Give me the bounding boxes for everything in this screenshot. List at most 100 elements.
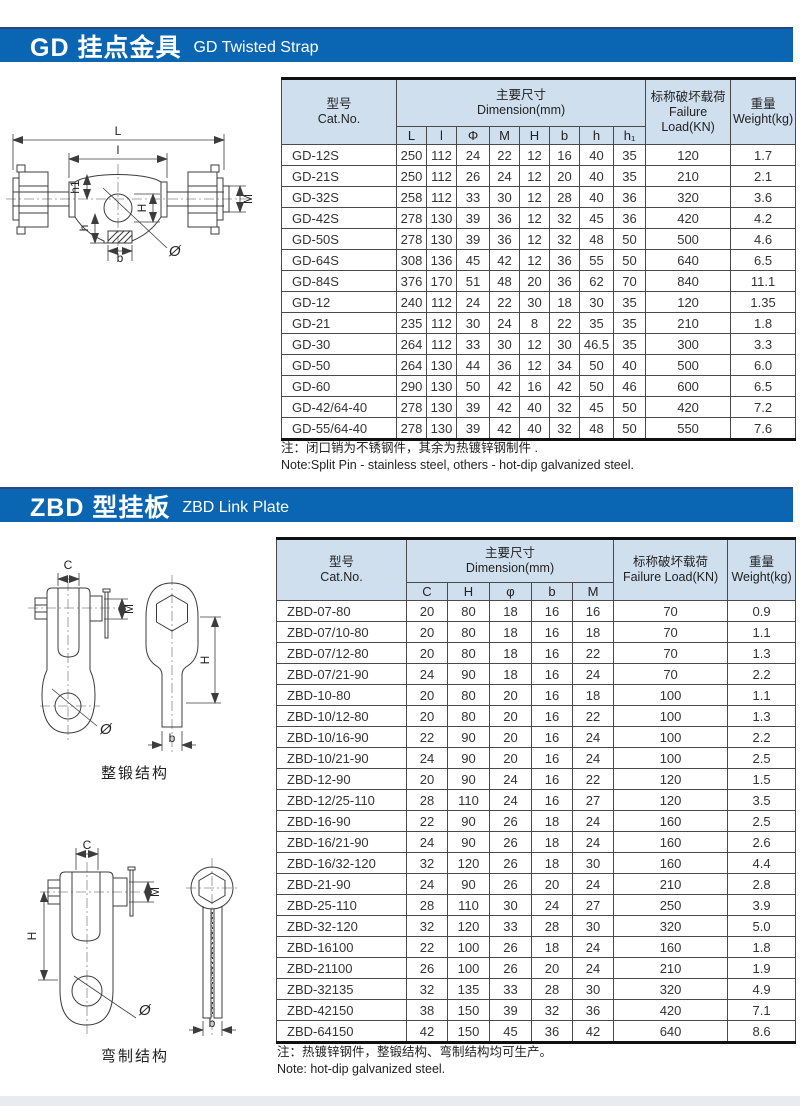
value-cell: 160 [613, 852, 729, 874]
table-row: GD-42/64-40 278 130 39 42 40 32 45 50 420 7.2 [281, 396, 797, 418]
value-cell: 6.5 [730, 375, 797, 397]
table-row: ZBD-10-80 20 80 20 16 18 100 1.1 [276, 684, 797, 706]
value-cell: 130 [426, 228, 457, 250]
value-cell: 26 [456, 165, 490, 187]
model-cell: ZBD-42150 [276, 999, 407, 1021]
value-cell: 250 [613, 894, 729, 916]
model-cell: ZBD-07/21-90 [276, 663, 407, 685]
table-row: ZBD-12/25-110 28 110 24 16 27 120 3.5 [276, 789, 797, 811]
value-cell: 112 [426, 144, 457, 166]
zbd-subcol: C [406, 582, 448, 601]
value-cell: 18 [531, 936, 573, 958]
zbd-title-en: ZBD Link Plate [182, 498, 290, 516]
value-cell: 70 [613, 642, 729, 664]
zbd2-dim-C: C [83, 840, 92, 852]
value-cell: 24 [406, 831, 448, 853]
table-row: ZBD-21-90 24 90 26 20 24 210 2.8 [276, 873, 797, 895]
model-cell: ZBD-07-80 [276, 600, 407, 622]
value-cell: 16 [531, 684, 573, 706]
value-cell: 1.1 [727, 621, 797, 643]
value-cell: 250 [396, 165, 427, 187]
value-cell: 110 [447, 789, 490, 811]
value-cell: 640 [613, 1020, 729, 1043]
value-cell: 36 [531, 1020, 573, 1043]
value-cell: 16 [531, 621, 573, 643]
gd-dim-h: h [77, 225, 91, 232]
gd-note: 注：闭口销为不锈钢件，其余为热镀锌钢制件 . Note:Split Pin - … [281, 440, 634, 474]
model-cell: ZBD-10/16-90 [276, 726, 407, 748]
table-row: ZBD-64150 42 150 45 36 42 640 8.6 [276, 1020, 797, 1043]
value-cell: 24 [456, 144, 490, 166]
zbd-forged-caption: 整锻结构 [100, 765, 169, 782]
gd-dim-phi: Ø [168, 243, 182, 260]
value-cell: 45 [579, 396, 614, 418]
value-cell: 70 [613, 621, 729, 643]
value-cell: 36 [489, 207, 520, 229]
table-row: GD-50 264 130 44 36 12 34 50 40 500 6.0 [281, 354, 797, 376]
value-cell: 16 [531, 768, 573, 790]
value-cell: 100 [447, 957, 490, 979]
table-row: GD-21S 250 112 26 24 12 20 40 35 210 2.1 [281, 165, 797, 187]
value-cell: 32 [531, 999, 573, 1021]
value-cell: 22 [406, 726, 448, 748]
zbd-subcol: H [447, 582, 490, 601]
value-cell: 420 [645, 396, 732, 418]
value-cell: 136 [426, 249, 457, 271]
value-cell: 51 [456, 270, 490, 292]
value-cell: 112 [426, 333, 457, 355]
value-cell: 24 [571, 663, 615, 685]
value-cell: 130 [426, 396, 457, 418]
model-cell: GD-55/64-40 [281, 417, 397, 440]
value-cell: 16 [549, 144, 580, 166]
value-cell: 2.5 [727, 747, 797, 769]
gd-subcol: L [396, 126, 427, 145]
zbd1-dim-phi: Ø [99, 721, 113, 738]
value-cell: 600 [645, 375, 732, 397]
zbd-subcol: b [531, 582, 573, 601]
value-cell: 120 [447, 915, 490, 937]
value-cell: 20 [406, 621, 448, 643]
value-cell: 70 [613, 663, 729, 685]
table-row: GD-64S 308 136 45 42 12 36 55 50 640 6.5 [281, 249, 797, 271]
value-cell: 24 [571, 810, 615, 832]
value-cell: 120 [447, 852, 490, 874]
value-cell: 39 [456, 228, 490, 250]
value-cell: 1.3 [727, 705, 797, 727]
value-cell: 90 [447, 810, 490, 832]
zbd2-hex-hole [198, 872, 226, 904]
table-row: ZBD-12-90 20 90 24 16 22 120 1.5 [276, 768, 797, 790]
value-cell: 50 [456, 375, 490, 397]
value-cell: 36 [489, 228, 520, 250]
value-cell: 20 [406, 768, 448, 790]
value-cell: 36 [612, 207, 647, 229]
value-cell: 170 [426, 270, 457, 292]
value-cell: 45 [579, 207, 614, 229]
value-cell: 1.8 [730, 312, 797, 334]
table-row: GD-50S 278 130 39 36 12 32 48 50 500 4.6 [281, 228, 797, 250]
value-cell: 2.6 [727, 831, 797, 853]
value-cell: 18 [531, 852, 573, 874]
zbd-col-dimension: 主要尺寸 Dimension(mm) [405, 538, 615, 583]
gd-dim-M: M [241, 194, 255, 204]
value-cell: 16 [531, 600, 573, 622]
value-cell: 55 [579, 249, 614, 271]
value-cell: 110 [447, 894, 490, 916]
value-cell: 6.5 [730, 249, 797, 271]
value-cell: 20 [531, 957, 573, 979]
zbd-table: 型号 Cat.No. 主要尺寸 Dimension(mm) 标称破坏载荷 Fai… [276, 537, 797, 1044]
value-cell: 45 [456, 249, 490, 271]
zbd-note: 注：热镀锌钢件，整锻结构、弯制结构均可生产。 Note: hot-dip gal… [277, 1044, 552, 1078]
model-cell: ZBD-07/10-80 [276, 621, 407, 643]
zbd1-hex-hole [156, 594, 188, 632]
table-row: GD-12 240 112 24 22 30 18 30 35 120 1.35 [281, 291, 797, 313]
value-cell: 22 [571, 768, 615, 790]
value-cell: 420 [613, 999, 729, 1021]
value-cell: 210 [613, 873, 729, 895]
value-cell: 33 [489, 915, 532, 937]
value-cell: 33 [456, 333, 490, 355]
value-cell: 30 [571, 978, 615, 1000]
value-cell: 35 [612, 144, 647, 166]
value-cell: 18 [531, 810, 573, 832]
value-cell: 130 [426, 375, 457, 397]
value-cell: 6.0 [730, 354, 797, 376]
